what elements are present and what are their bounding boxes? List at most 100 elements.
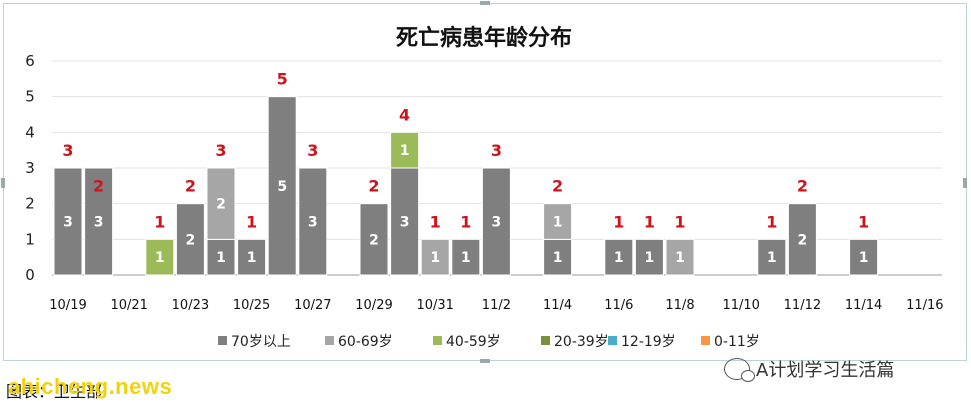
bars [53, 96, 879, 276]
bar-segment [849, 238, 879, 276]
y-axis: 0 1 2 3 4 5 6 [25, 52, 35, 284]
watermark: ahicheng.news [8, 374, 173, 399]
bar-segment [175, 203, 205, 276]
chart-title: 死亡病患年龄分布 [396, 25, 572, 51]
resize-handle-top[interactable] [480, 1, 490, 5]
y-tick-label: 5 [25, 88, 35, 106]
resize-handle-right[interactable] [963, 178, 967, 188]
x-tick-label: 10/23 [172, 298, 209, 313]
total-label: 3 [62, 141, 73, 160]
bar-segment [543, 238, 573, 276]
total-label: 4 [399, 105, 410, 124]
bar-value-label: 2 [186, 232, 196, 248]
legend-label: 12-19岁 [621, 334, 676, 350]
bar-value-label: 2 [798, 232, 808, 248]
bar-segment [665, 238, 695, 276]
bar-value-label: 1 [553, 215, 563, 231]
bar-segment [390, 131, 420, 169]
bar-segment [237, 238, 267, 276]
legend-label: 70岁以上 [231, 334, 291, 350]
x-tick-label: 11/14 [845, 298, 882, 313]
x-tick-label: 11/16 [906, 298, 943, 313]
caption: 图表：卫生部 [6, 382, 103, 401]
bar-segment [451, 238, 481, 276]
x-tick-label: 10/19 [49, 298, 86, 313]
bar-segment [267, 96, 297, 276]
bar-value-label: 3 [94, 215, 104, 231]
legend-label: 40-59岁 [446, 334, 501, 350]
legend-label: 0-11岁 [714, 334, 760, 350]
bar-segment [420, 238, 450, 276]
total-label: 1 [246, 212, 257, 231]
x-tick-label: 11/6 [604, 298, 633, 313]
legend-label: 60-69岁 [338, 334, 393, 350]
legend: 70岁以上 60-69岁 40-59岁 20-39岁 12-19岁 0-11岁 [218, 334, 760, 350]
bar-segment [543, 203, 573, 240]
y-tick-label: 6 [25, 52, 35, 70]
bar-value-label: 3 [63, 215, 73, 231]
bar-value-label: 2 [216, 197, 226, 213]
bar-value-label: 1 [645, 250, 655, 266]
total-label: 1 [674, 212, 685, 231]
x-tick-label: 10/31 [416, 298, 453, 313]
bar-value-label: 1 [430, 250, 440, 266]
x-axis: 10/19 10/21 10/23 10/25 10/27 10/29 10/31 11/2 1… [49, 298, 943, 313]
legend-swatch [218, 336, 227, 345]
bar-value-label: 1 [553, 250, 563, 266]
x-tick-label: 11/4 [543, 298, 572, 313]
x-tick-label: 11/12 [784, 298, 821, 313]
bar-segment [206, 167, 236, 240]
resize-handle-left[interactable] [1, 178, 5, 188]
bar-value-label: 1 [675, 250, 685, 266]
bar-segment [84, 167, 114, 276]
y-tick-label: 3 [25, 159, 35, 177]
total-label: 2 [93, 177, 104, 196]
bar-value-label: 1 [247, 250, 257, 266]
total-label: 3 [307, 141, 318, 160]
total-label: 2 [797, 177, 808, 196]
x-tick-label: 10/29 [355, 298, 392, 313]
bar-segment [359, 203, 389, 276]
y-tick-label: 1 [25, 230, 35, 248]
total-label: 1 [430, 212, 441, 231]
total-label: 1 [858, 212, 869, 231]
y-tick-label: 0 [25, 266, 35, 284]
total-label: 2 [185, 177, 196, 196]
bar-value-label: 1 [155, 250, 165, 266]
brand-name: A计划学习生活篇 [756, 360, 895, 381]
total-label: 1 [154, 212, 165, 231]
total-label: 5 [277, 70, 288, 89]
bar-value-label: 3 [400, 215, 410, 231]
y-tick-label: 4 [25, 123, 35, 141]
legend-swatch [701, 336, 710, 345]
bar-segment [390, 167, 420, 276]
x-tick-label: 11/10 [722, 298, 759, 313]
bar-value-label: 3 [308, 215, 318, 231]
bar-value-label: 5 [277, 179, 287, 195]
bar-value-label: 1 [859, 250, 869, 266]
total-label: 1 [644, 212, 655, 231]
legend-swatch [541, 336, 550, 345]
wechat-icon [724, 358, 755, 382]
y-tick-label: 2 [25, 195, 35, 213]
legend-swatch [608, 336, 617, 345]
legend-label: 20-39岁 [554, 334, 609, 350]
bar-segment [298, 167, 328, 276]
bar-value-label: 1 [400, 143, 410, 159]
total-label: 3 [215, 141, 226, 160]
bar-segment [757, 238, 787, 276]
resize-handle-bottom[interactable] [480, 359, 490, 363]
bar-segment [53, 167, 83, 276]
total-label: 1 [766, 212, 777, 231]
x-tick-label: 10/21 [110, 298, 147, 313]
bar-segment [604, 238, 634, 276]
x-tick-label: 10/27 [294, 298, 331, 313]
bar-segment [481, 167, 511, 276]
total-label: 3 [491, 141, 502, 160]
total-label: 1 [613, 212, 624, 231]
bar-segment [145, 238, 175, 276]
bar-value-label: 1 [216, 250, 226, 266]
bar-value-label: 1 [767, 250, 777, 266]
